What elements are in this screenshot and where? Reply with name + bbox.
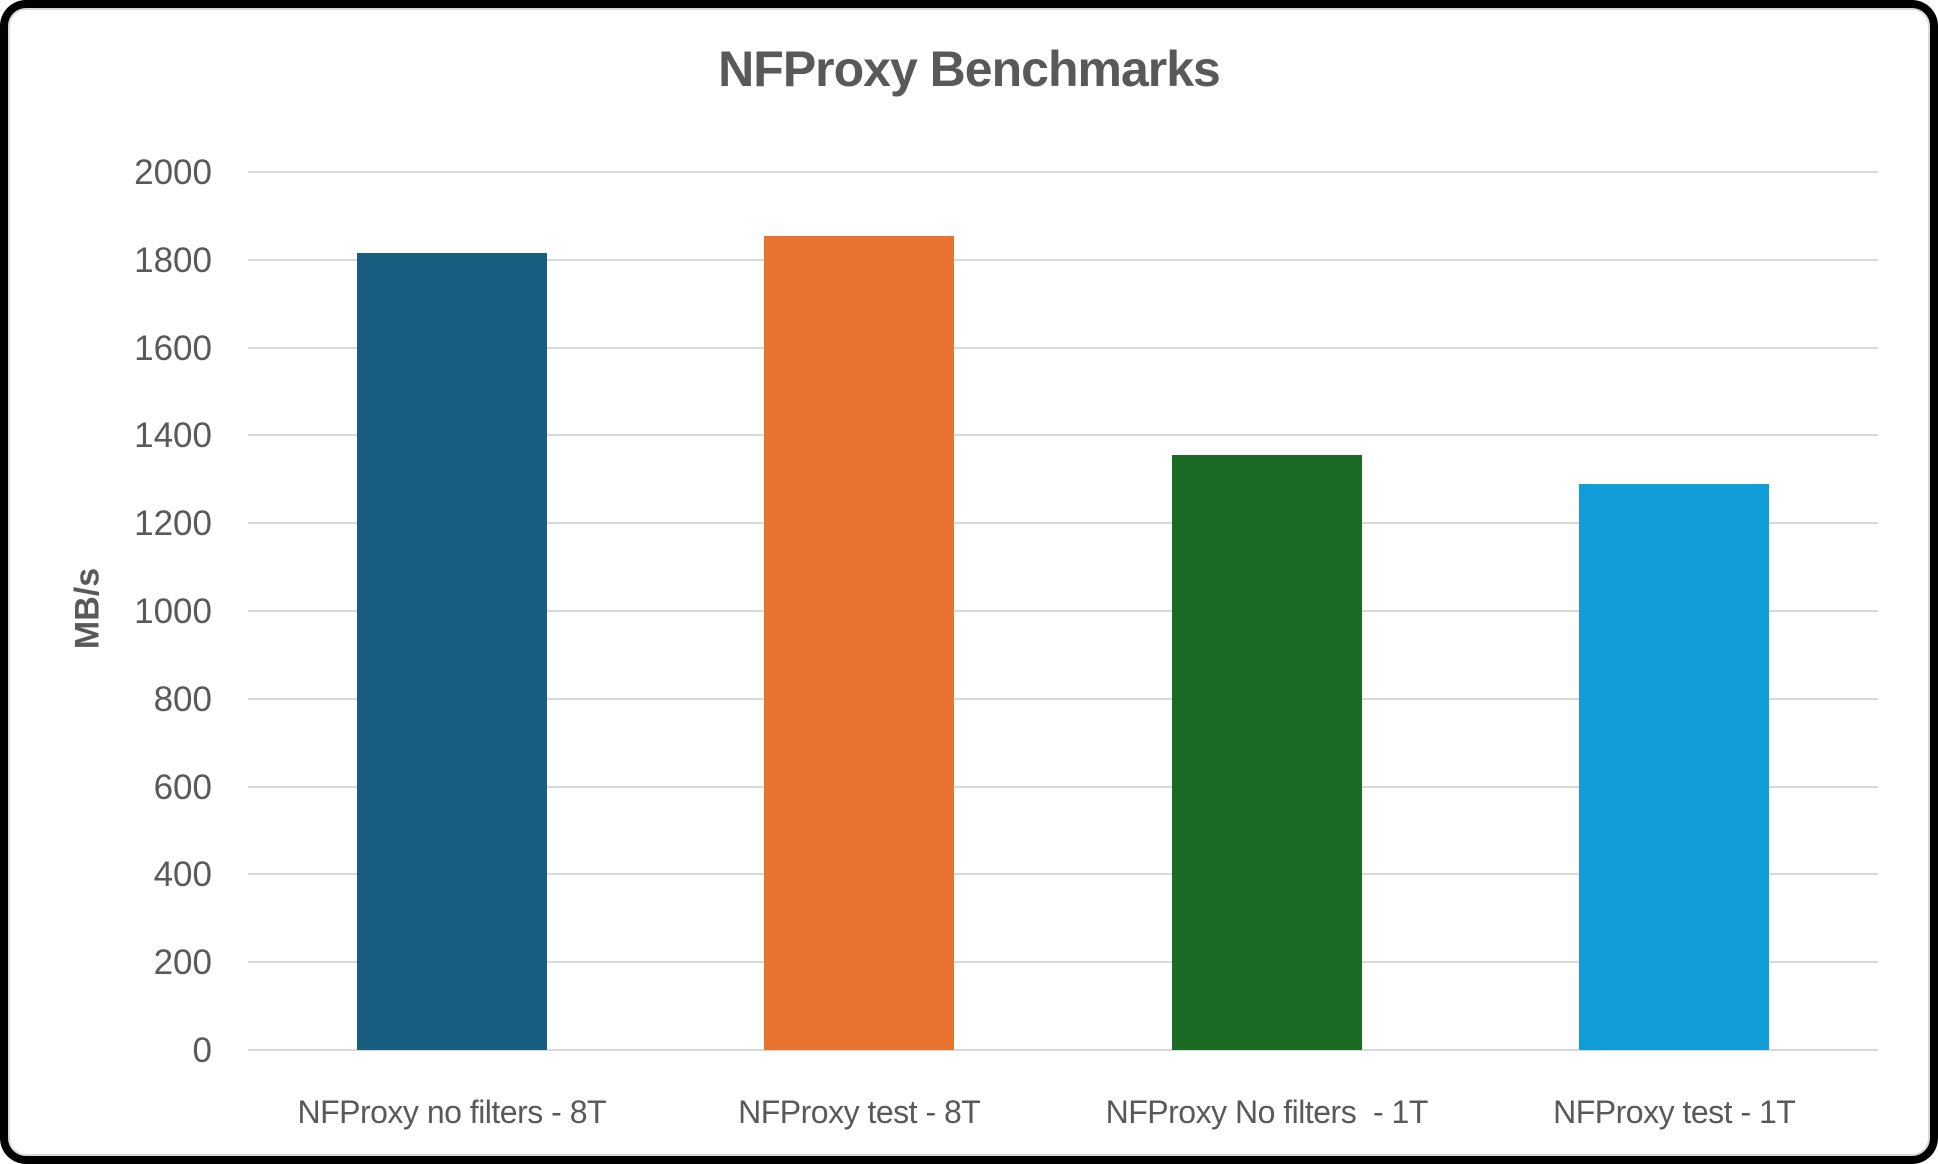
gridline-y2000 (248, 171, 1878, 173)
x-category-label-1: NFProxy no filters - 8T (297, 1094, 607, 1130)
gridline-y1200 (248, 522, 1878, 525)
y-tick-label-400: 400 (153, 855, 212, 895)
gridline-y1800 (248, 258, 1878, 261)
x-category-label-2: NFProxy test - 8T (738, 1094, 981, 1130)
gridline-y200 (248, 961, 1878, 964)
y-tick-label-600: 600 (153, 767, 212, 807)
gridline-y1000 (248, 610, 1878, 612)
plot-area: 0 200 400 600 800 1000 1200 1400 1600 1800 2000 NFP… (10, 10, 1928, 1154)
y-tick-label-200: 200 (153, 943, 212, 983)
y-tick-label-2000: 2000 (134, 153, 212, 192)
gridline-y600 (248, 785, 1878, 788)
bar-1 (356, 253, 547, 1050)
x-category-label-4: NFProxy test - 1T (1553, 1094, 1796, 1130)
y-tick-label-1400: 1400 (134, 416, 212, 456)
x-category-label-3: NFProxy No filters - 1T (1105, 1094, 1429, 1130)
gridline-y1600 (248, 346, 1878, 349)
y-axis-title: MB/s (68, 567, 107, 650)
chart-title: NFProxy Benchmarks (718, 41, 1221, 97)
y-tick-label-0: 0 (192, 1031, 212, 1070)
y-tick-label-1000: 1000 (134, 592, 212, 631)
y-tick-label-800: 800 (153, 679, 212, 719)
gridline-y1400 (248, 434, 1878, 437)
bar-4 (1579, 483, 1770, 1050)
y-tick-label-1200: 1200 (134, 504, 212, 544)
y-tick-label-1800: 1800 (134, 240, 212, 280)
bar-2 (764, 235, 955, 1050)
chart-canvas: NFProxy Benchmarks 0 200 400 600 800 1000 1200… (8, 8, 1930, 1156)
y-tick-label-1600: 1600 (134, 328, 212, 368)
gridline-y800 (248, 697, 1878, 700)
gridline-y400 (248, 873, 1878, 876)
gridline-y0 (248, 1049, 1878, 1051)
bar-3 (1171, 455, 1362, 1050)
